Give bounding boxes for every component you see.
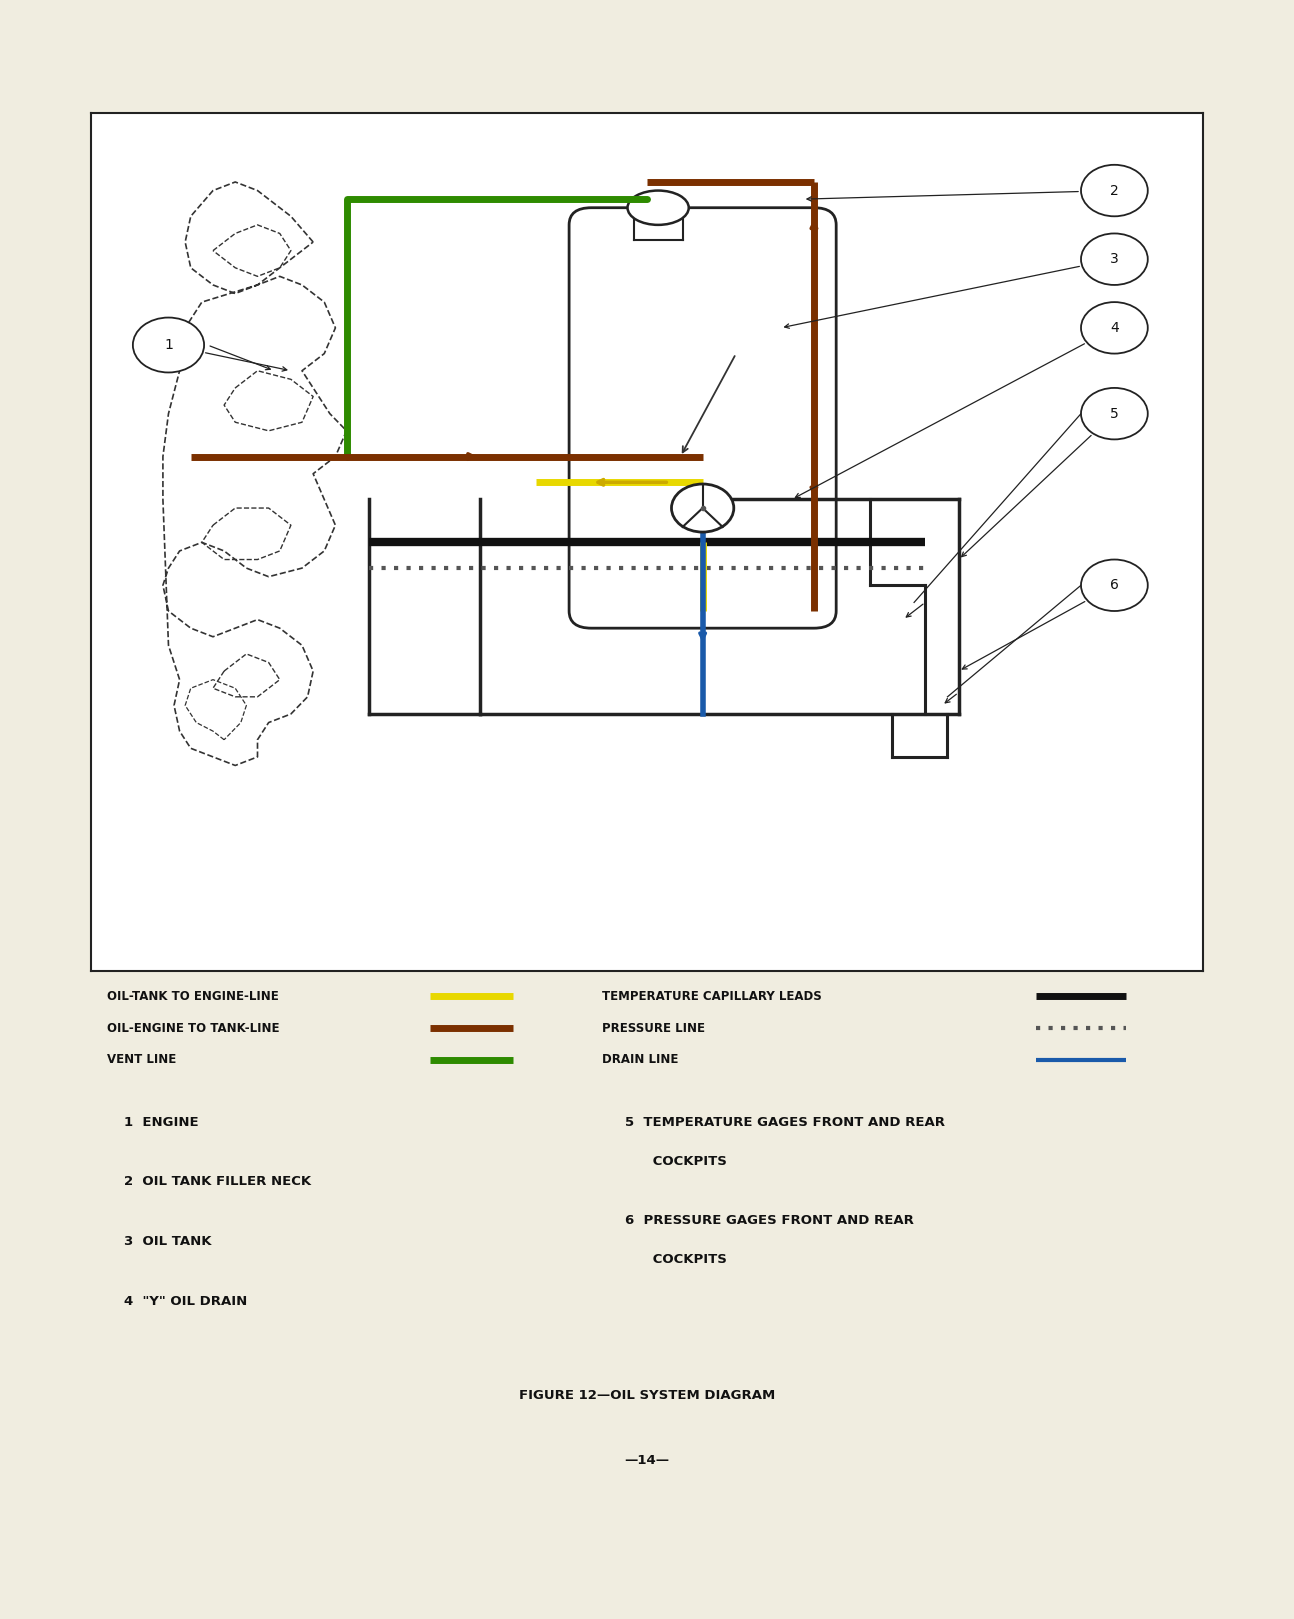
Text: 6  PRESSURE GAGES FRONT AND REAR: 6 PRESSURE GAGES FRONT AND REAR [625,1214,914,1227]
Circle shape [133,317,204,372]
Text: COCKPITS: COCKPITS [625,1154,727,1167]
FancyBboxPatch shape [569,207,836,628]
Text: 5: 5 [1110,406,1119,421]
Text: 5  TEMPERATURE GAGES FRONT AND REAR: 5 TEMPERATURE GAGES FRONT AND REAR [625,1115,945,1128]
Circle shape [1080,560,1148,610]
Text: COCKPITS: COCKPITS [625,1253,727,1266]
Text: OIL-ENGINE TO TANK-LINE: OIL-ENGINE TO TANK-LINE [107,1022,280,1035]
Circle shape [1080,165,1148,217]
Text: PRESSURE LINE: PRESSURE LINE [603,1022,705,1035]
Text: —14—: —14— [625,1454,669,1467]
Circle shape [1080,389,1148,439]
Text: FIGURE 12—OIL SYSTEM DIAGRAM: FIGURE 12—OIL SYSTEM DIAGRAM [519,1389,775,1402]
Text: 3  OIL TANK: 3 OIL TANK [124,1235,211,1248]
Text: 4  "Y" OIL DRAIN: 4 "Y" OIL DRAIN [124,1295,247,1308]
Text: 4: 4 [1110,321,1119,335]
Text: VENT LINE: VENT LINE [107,1054,176,1067]
Text: DRAIN LINE: DRAIN LINE [603,1054,679,1067]
Text: TEMPERATURE CAPILLARY LEADS: TEMPERATURE CAPILLARY LEADS [603,989,822,1002]
Text: 1: 1 [164,338,173,351]
Text: 2  OIL TANK FILLER NECK: 2 OIL TANK FILLER NECK [124,1175,311,1188]
Text: 6: 6 [1110,578,1119,593]
Circle shape [672,484,734,533]
Circle shape [1080,303,1148,353]
Text: 1  ENGINE: 1 ENGINE [124,1115,198,1128]
Text: 2: 2 [1110,183,1119,198]
Text: 3: 3 [1110,253,1119,266]
Ellipse shape [628,191,688,225]
Circle shape [1080,233,1148,285]
Text: OIL-TANK TO ENGINE-LINE: OIL-TANK TO ENGINE-LINE [107,989,280,1002]
